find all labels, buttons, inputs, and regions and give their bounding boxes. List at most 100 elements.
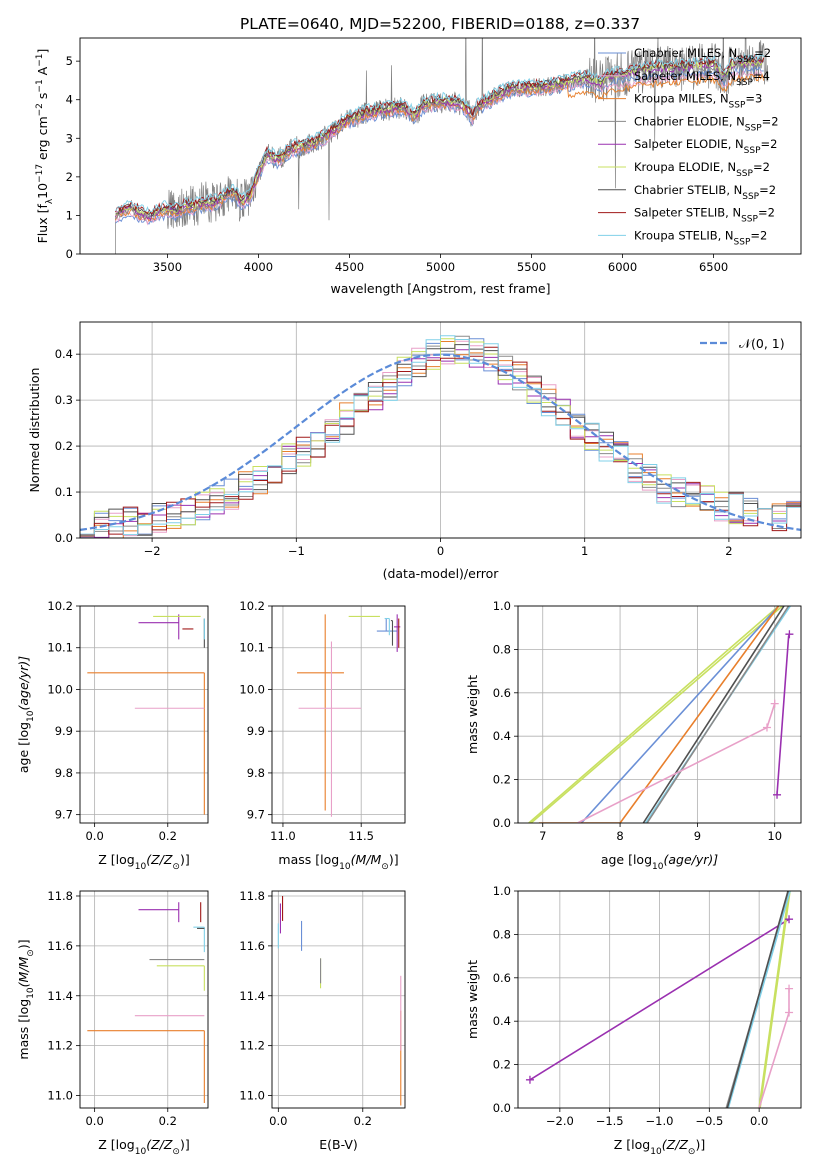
- y-axis-label: Flux [fλ10−17 erg cm−2 s−1 A−1]: [35, 49, 55, 244]
- x-tick-label: 0.0: [85, 1114, 103, 1128]
- x-tick-label: −1.0: [646, 1114, 674, 1128]
- legend-entry: Kroupa STELIB, NSSP=2: [634, 228, 767, 247]
- y-tick-label: 0.6: [493, 686, 511, 700]
- y-tick-label: 10.1: [47, 641, 73, 655]
- y-tick-label: 4: [66, 93, 73, 107]
- gridlines: [80, 891, 208, 1108]
- x-axis-label: mass [log10(M/M⊙)]: [278, 852, 398, 872]
- y-tick-label: 0.0: [493, 1101, 511, 1115]
- legend-entry: Chabrier ELODIE, NSSP=2: [634, 114, 779, 133]
- x-tick-label: 2: [725, 544, 732, 558]
- x-tick-label: 3500: [153, 260, 182, 274]
- legend-entry: Salpeter STELIB, NSSP=2: [634, 206, 775, 225]
- gaussian-reference: [80, 353, 801, 531]
- model-spectrum: [115, 73, 765, 222]
- observed-spectrum: [115, 38, 769, 254]
- x-tick-label: 6000: [608, 260, 637, 274]
- mass-vs-extinction-panel: 0.0 0.2 11.0 11.2 11.4 11.6 11.8 E(B-V): [239, 889, 406, 1152]
- y-tick-label: 9.9: [247, 724, 265, 738]
- axes-frame: [271, 890, 406, 1109]
- plot-area: [87, 614, 205, 815]
- weight-line: [646, 606, 790, 823]
- y-tick-label: 3: [66, 131, 73, 145]
- x-axis-label: age [log10(age/yr)]: [601, 852, 718, 872]
- legend-entry: 𝒩(0, 1): [739, 336, 785, 351]
- y-axis-label: mass weight: [465, 960, 480, 1039]
- legend-entry: Kroupa MILES, NSSP=3: [634, 92, 762, 111]
- y-tick-label: 10.2: [239, 599, 265, 613]
- axes-frame: [517, 605, 802, 824]
- y-tick-label: 10.2: [47, 599, 73, 613]
- y-tick-label: 5: [66, 54, 73, 68]
- weight-line: [642, 606, 785, 823]
- y-tick-label: 0.4: [55, 347, 73, 361]
- weight-line: [727, 891, 791, 1108]
- y-tick-label: 0.6: [493, 971, 511, 985]
- plot-area: [87, 902, 205, 1104]
- x-tick-label: 4500: [335, 260, 364, 274]
- weight-vs-age-panel: 7 8 9 10 0.0 0.2 0.4 0.6 0.8 1.0 age [log10(age/yr…: [465, 599, 802, 872]
- y-tick-label: 0.8: [493, 642, 511, 656]
- y-tick-label: 9.8: [55, 766, 73, 780]
- weight-line: [577, 703, 776, 823]
- residual-histogram: [80, 338, 801, 536]
- weight-line: [580, 606, 780, 823]
- x-tick-label: 0.0: [85, 829, 103, 843]
- x-axis-label: (data-model)/error: [383, 566, 500, 581]
- y-tick-label: 11.6: [239, 939, 265, 953]
- age-vs-metallicity-panel: 0.0 0.2 9.7 9.8 9.9 10.0 10.1 10.2 Z [log10(Z/Z⊙…: [16, 599, 209, 872]
- x-tick-label: 6500: [699, 260, 728, 274]
- y-tick-label: 9.7: [55, 808, 73, 822]
- chart-title: PLATE=0640, MJD=52200, FIBERID=0188, z=0…: [240, 15, 640, 33]
- weight-line: [528, 606, 780, 823]
- weight-line: [726, 891, 789, 1108]
- y-axis-label: Normed distribution: [27, 368, 42, 493]
- residual-panel: −2 −1 0 1 2 0.0 0.1 0.2 0.3 0.4 (data-model)/error…: [27, 321, 802, 581]
- x-axis-label: Z [log10(Z/Z⊙)]: [614, 1137, 705, 1157]
- plot-area: [525, 891, 794, 1108]
- residual-histogram: [80, 344, 801, 536]
- weight-line: [529, 918, 790, 1081]
- x-tick-label: 11.0: [270, 829, 296, 843]
- x-tick-label: 9: [694, 829, 701, 843]
- y-tick-label: 11.8: [47, 889, 73, 903]
- spectrum-panel: 3500 4000 4500 5000 5500 6000 6500 0 1 2 3 4 5 wavele…: [35, 37, 802, 296]
- weight-marker: [785, 984, 794, 993]
- y-tick-label: 11.4: [239, 989, 265, 1003]
- legend: Chabrier MILES, NSSP=2 Salpeter MILES, NS…: [598, 46, 779, 247]
- y-tick-label: 0.2: [55, 439, 73, 453]
- x-tick-label: 11.5: [348, 829, 374, 843]
- weight-line: [538, 606, 780, 823]
- legend-entry: Kroupa ELODIE, NSSP=2: [634, 160, 770, 179]
- y-tick-label: 0.4: [493, 729, 511, 743]
- x-tick-label: 5500: [517, 260, 546, 274]
- model-spectrum: [115, 52, 765, 213]
- x-tick-label: 4000: [244, 260, 273, 274]
- gridlines: [518, 605, 801, 824]
- y-tick-label: 11.2: [47, 1039, 73, 1053]
- x-axis-label: Z [log10(Z/Z⊙)]: [98, 1137, 189, 1157]
- x-tick-label: 0.0: [750, 1114, 768, 1128]
- gridlines: [272, 891, 405, 1108]
- legend-entry: Salpeter MILES, NSSP=4: [634, 69, 770, 88]
- y-tick-label: 11.0: [47, 1089, 73, 1103]
- age-vs-mass-panel: 11.0 11.5 9.7 9.8 9.9 10.0 10.1 10.2 mass [log10…: [239, 599, 406, 872]
- x-tick-label: −2: [144, 544, 161, 558]
- x-tick-label: 10: [767, 829, 782, 843]
- y-tick-label: 11.2: [239, 1039, 265, 1053]
- legend-entry: Chabrier MILES, NSSP=2: [634, 46, 771, 65]
- weight-line: [530, 606, 783, 823]
- axes-frame: [79, 890, 209, 1109]
- y-axis-label: mass [log10(M/M⊙)]: [16, 939, 36, 1059]
- weight-marker: [773, 790, 782, 799]
- y-tick-label: 0.2: [493, 773, 511, 787]
- x-tick-label: 0: [437, 544, 444, 558]
- weight-line: [759, 891, 791, 1108]
- x-tick-label: 1: [581, 544, 588, 558]
- weight-marker: [770, 699, 779, 708]
- y-tick-label: 9.9: [55, 724, 73, 738]
- weight-line: [776, 633, 791, 795]
- y-tick-label: 11.6: [47, 939, 73, 953]
- weight-vs-metallicity-panel: −2.0 −1.5 −1.0 −0.5 0.0 0.0 0.2 0.4 0.6 0.8 1.0 Z […: [465, 884, 802, 1157]
- x-tick-label: 0.2: [159, 1114, 177, 1128]
